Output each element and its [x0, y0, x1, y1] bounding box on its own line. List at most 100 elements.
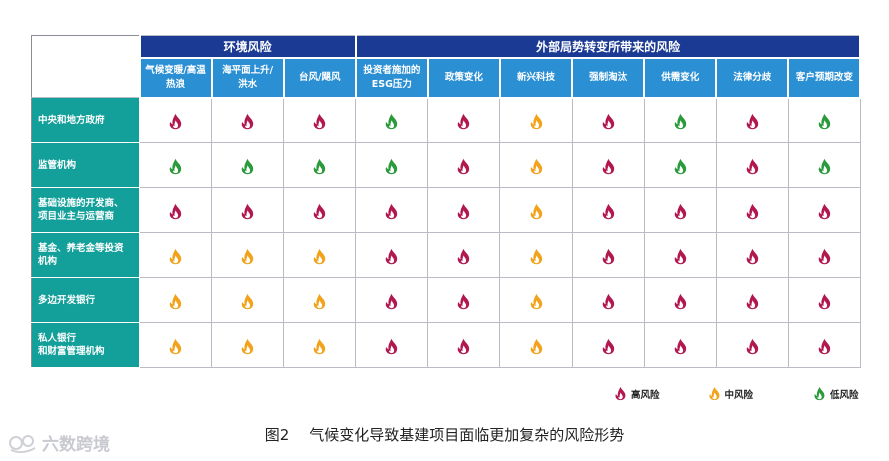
risk-cell: [355, 187, 429, 233]
column-header-line: 政策变化: [444, 71, 483, 83]
flame-icon: [817, 248, 832, 265]
flame-icon: [456, 293, 471, 310]
column-header: 强制淘汰: [571, 56, 646, 99]
flame-icon: [813, 386, 826, 401]
flame-icon: [529, 293, 544, 310]
risk-cell: [427, 277, 501, 323]
flame-icon: [601, 338, 616, 355]
group-header-external: 外部局势转变所带来的风险: [354, 35, 862, 59]
flame-icon: [168, 338, 183, 355]
risk-cell: [283, 277, 357, 323]
flame-icon: [708, 386, 721, 401]
column-header-line: 法律分歧: [733, 71, 772, 83]
legend-label-mid: 中风险: [724, 389, 754, 401]
row-header-line: 基金、养老金等投资: [38, 243, 124, 254]
flame-icon: [673, 113, 688, 130]
flame-icon: [240, 158, 255, 175]
column-header-line: 海平面上升/: [222, 64, 274, 76]
row-header: 基础设施的开发商、 项目业主与运营商: [31, 187, 140, 233]
flame-icon: [456, 338, 471, 355]
flame-icon: [240, 248, 255, 265]
risk-matrix: 环境风险 外部局势转变所带来的风险 气候变暖/高温 热浪 海平面上升/洪水 台风/飓风…: [31, 35, 862, 368]
risk-cell: [787, 187, 861, 233]
risk-cell: [787, 277, 861, 323]
flame-icon: [601, 293, 616, 310]
risk-cell: [571, 97, 645, 143]
flame-icon: [745, 293, 760, 310]
flame-icon: [240, 293, 255, 310]
row-header: 中央和地方政府: [31, 97, 140, 143]
column-header: 台风/飓风: [282, 56, 357, 99]
flame-icon: [673, 293, 688, 310]
flame-icon: [745, 113, 760, 130]
column-header: 新兴科技: [498, 56, 574, 99]
risk-cell: [283, 97, 357, 143]
risk-cell: [499, 97, 573, 143]
flame-icon: [312, 293, 327, 310]
column-header-line: ESG压力: [371, 78, 412, 90]
risk-cell: [355, 142, 429, 188]
column-header-line: 强制淘汰: [589, 71, 628, 83]
flame-icon: [168, 203, 183, 220]
flame-icon: [614, 386, 627, 401]
matrix-row: 监管机构: [31, 142, 861, 188]
flame-icon: [384, 248, 399, 265]
flame-icon: [384, 338, 399, 355]
legend-item-high: 高风险: [614, 386, 660, 401]
flame-icon: [673, 203, 688, 220]
risk-cell: [211, 142, 285, 188]
row-header: 私人银行和财富管理机构: [31, 322, 140, 368]
risk-cell: [283, 187, 357, 233]
column-header-line: 洪水: [238, 78, 258, 90]
risk-cell: [283, 322, 357, 368]
matrix-row: 基础设施的开发商、 项目业主与运营商: [31, 187, 861, 233]
flame-icon: [529, 248, 544, 265]
column-header-line: 热浪: [166, 78, 186, 90]
row-header: 基金、养老金等投资 机构: [31, 232, 140, 278]
risk-cell: [283, 232, 357, 278]
flame-icon: [168, 293, 183, 310]
flame-icon: [456, 203, 471, 220]
figure-caption: 图2 气候变化导致基建项目面临更加复杂的风险形势: [0, 424, 889, 445]
watermark-logo-icon: [9, 434, 36, 453]
matrix-body: 中央和地方政府 监管机构 基础设施的开发商、 项目业主与运营商 基金、养老金等投资 机构多…: [31, 97, 861, 368]
column-header: 供需变化: [643, 56, 718, 99]
flame-icon: [384, 158, 399, 175]
risk-cell: [643, 277, 717, 323]
flame-icon: [817, 158, 832, 175]
risk-cell: [643, 142, 717, 188]
row-header-line: 和财富管理机构: [38, 346, 105, 357]
row-header-line: 机构: [38, 256, 58, 267]
risk-cell: [138, 232, 213, 278]
legend-label-high: 高风险: [631, 389, 660, 401]
corner-cell: [31, 35, 140, 98]
flame-icon: [673, 158, 688, 175]
row-header-line: 私人银行: [38, 333, 77, 344]
row-header-line: 多边开发银行: [38, 294, 96, 306]
risk-cell: [571, 277, 645, 323]
risk-cell: [283, 142, 357, 188]
flame-icon: [601, 248, 616, 265]
flame-icon: [384, 113, 399, 130]
risk-cell: [138, 97, 213, 143]
risk-cell: [211, 97, 285, 143]
row-header: 多边开发银行: [31, 277, 140, 323]
watermark: 六数跨境: [8, 430, 110, 455]
matrix-row: 中央和地方政府: [31, 97, 861, 143]
matrix-row: 多边开发银行: [31, 277, 861, 323]
risk-cell: [787, 142, 861, 188]
flame-icon: [529, 113, 544, 130]
group-header-row: 环境风险 外部局势转变所带来的风险: [31, 35, 862, 98]
column-header: 气候变暖/高温 热浪: [138, 56, 213, 99]
risk-cell: [787, 322, 861, 368]
risk-cell: [571, 142, 645, 188]
column-header: 政策变化: [426, 56, 501, 99]
risk-cell: [643, 232, 717, 278]
flame-icon: [529, 338, 544, 355]
risk-cell: [138, 322, 213, 368]
flame-icon: [817, 293, 832, 310]
risk-cell: [499, 322, 573, 368]
risk-cell: [715, 232, 789, 278]
flame-icon: [745, 248, 760, 265]
watermark-text: 六数跨境: [42, 435, 110, 455]
